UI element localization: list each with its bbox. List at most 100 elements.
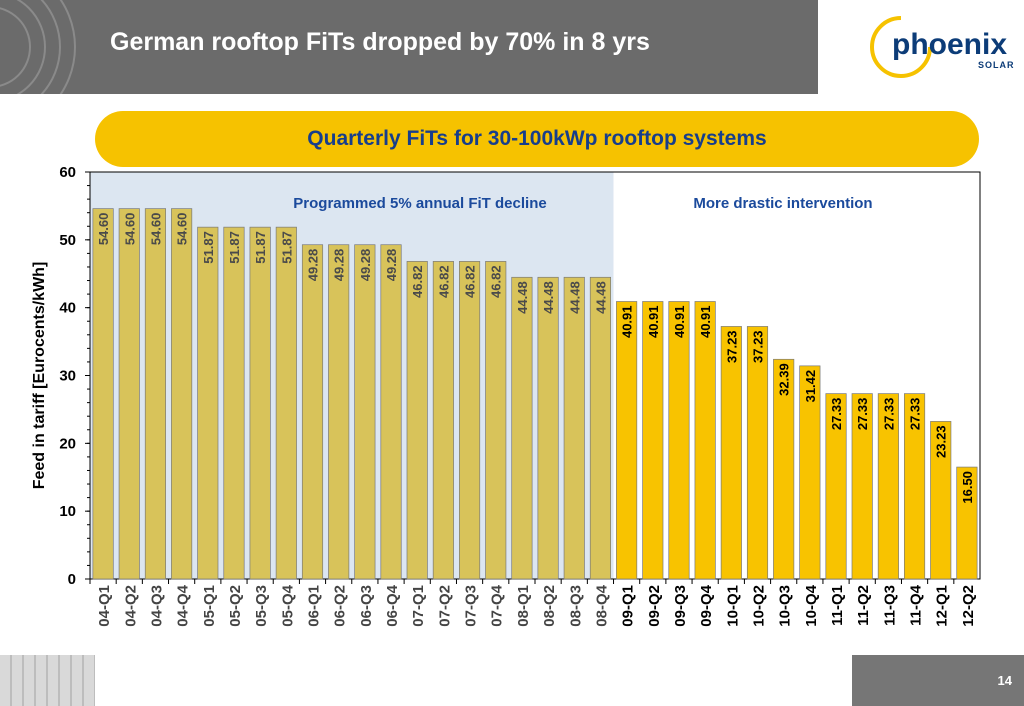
region-annotation: Programmed 5% annual FiT decline [293, 195, 546, 212]
region-background [90, 172, 614, 579]
bar [328, 244, 350, 580]
chart-title-banner: Quarterly FiTs for 30-100kWp rooftop sys… [95, 111, 979, 167]
bar-value-label: 54.60 [148, 213, 163, 246]
y-tick-label: 30 [59, 368, 76, 385]
bar-value-label: 31.42 [803, 370, 818, 403]
x-tick-label: 07-Q3 [463, 585, 480, 627]
bar [275, 226, 297, 580]
x-tick-label: 10-Q2 [751, 585, 768, 627]
bar [485, 261, 507, 580]
bar-value-label: 40.91 [672, 305, 687, 338]
bar-value-label: 49.28 [358, 249, 373, 282]
bar [956, 466, 978, 580]
slide-title: German rooftop FiTs dropped by 70% in 8 … [110, 28, 650, 56]
bar [144, 208, 166, 580]
y-tick-label: 10 [59, 503, 76, 520]
bar-value-label: 44.48 [541, 281, 556, 314]
bar [171, 208, 193, 580]
bar [668, 301, 690, 580]
bar-value-label: 16.50 [960, 471, 975, 504]
bar-value-label: 27.33 [908, 398, 923, 431]
x-tick-label: 06-Q2 [332, 585, 349, 627]
bar [851, 393, 873, 580]
bar-value-label: 49.28 [332, 249, 347, 282]
x-tick-label: 06-Q4 [384, 584, 401, 626]
x-tick-label: 06-Q1 [306, 585, 323, 627]
bar-value-label: 51.87 [201, 231, 216, 264]
x-tick-label: 11-Q4 [908, 584, 925, 626]
x-tick-label: 05-Q4 [279, 584, 296, 626]
y-tick-label: 60 [59, 164, 76, 181]
bar-value-label: 40.91 [646, 305, 661, 338]
bar-value-label: 37.23 [751, 330, 766, 363]
bar [380, 244, 402, 580]
bar-value-label: 49.28 [384, 249, 399, 282]
x-tick-label: 09-Q1 [620, 585, 637, 627]
x-tick-label: 08-Q3 [567, 585, 584, 627]
bar-value-label: 27.33 [881, 398, 896, 431]
region-annotation: More drastic intervention [693, 195, 872, 212]
x-tick-label: 05-Q3 [253, 585, 270, 627]
x-tick-label: 08-Q4 [593, 584, 610, 626]
bar [930, 421, 952, 580]
bar-value-label: 51.87 [253, 231, 268, 264]
x-tick-label: 07-Q4 [489, 584, 506, 626]
x-tick-label: 12-Q2 [960, 585, 977, 627]
bar [92, 208, 114, 580]
bar-value-label: 51.87 [279, 231, 294, 264]
bar [197, 226, 219, 580]
logo-wordmark: phoenix [892, 28, 1008, 61]
x-tick-label: 12-Q1 [934, 585, 951, 627]
x-tick-label: 10-Q3 [777, 585, 794, 627]
bar [354, 244, 376, 580]
bar [249, 226, 271, 580]
y-tick-label: 50 [59, 232, 76, 249]
bar-value-label: 54.60 [122, 213, 137, 246]
bar-value-label: 37.23 [724, 330, 739, 363]
x-tick-label: 10-Q1 [724, 585, 741, 627]
y-tick-label: 40 [59, 300, 76, 317]
bar [616, 301, 638, 580]
bar-value-label: 44.48 [515, 281, 530, 314]
x-tick-label: 07-Q2 [436, 585, 453, 627]
x-tick-label: 06-Q3 [358, 585, 375, 627]
bar [799, 365, 821, 580]
page-number: 14 [997, 673, 1012, 688]
logo-subtitle: SOLAR [978, 60, 1015, 70]
bar-value-label: 40.91 [698, 305, 713, 338]
bar-value-label: 46.82 [463, 265, 478, 298]
slide-header: German rooftop FiTs dropped by 70% in 8 … [0, 0, 1024, 94]
bar [903, 393, 926, 580]
bar [642, 301, 664, 580]
company-logo: phoenix SOLAR [818, 0, 1024, 94]
bar [694, 301, 716, 580]
decorative-arcs [0, 0, 76, 94]
x-tick-label: 04-Q3 [148, 585, 165, 627]
footer-blank [95, 655, 852, 706]
bar [118, 208, 140, 580]
x-tick-label: 07-Q1 [410, 585, 427, 627]
x-tick-label: 05-Q1 [201, 585, 218, 627]
bar-value-label: 23.23 [934, 425, 949, 458]
bar-value-label: 46.82 [489, 265, 504, 298]
bar-value-label: 27.33 [855, 398, 870, 431]
bar [773, 358, 795, 580]
bar [825, 393, 847, 580]
bar-value-label: 51.87 [227, 231, 242, 264]
bar-value-label: 54.60 [175, 213, 190, 246]
x-tick-label: 11-Q1 [829, 585, 846, 626]
y-axis-label: Feed in tariff [Eurocents/kWh] [31, 262, 48, 490]
y-tick-label: 0 [68, 571, 76, 588]
bar-value-label: 46.82 [410, 265, 425, 298]
x-tick-label: 08-Q1 [515, 585, 532, 627]
bar [432, 261, 454, 580]
bar-value-label: 46.82 [436, 265, 451, 298]
bar-value-label: 49.28 [306, 249, 321, 282]
x-tick-label: 04-Q4 [175, 584, 192, 626]
x-tick-label: 11-Q3 [881, 585, 898, 626]
bar-value-label: 27.33 [829, 398, 844, 431]
x-tick-label: 09-Q2 [646, 585, 663, 627]
x-tick-label: 04-Q1 [96, 585, 113, 627]
x-tick-label: 08-Q2 [541, 585, 558, 627]
bar [877, 393, 899, 580]
